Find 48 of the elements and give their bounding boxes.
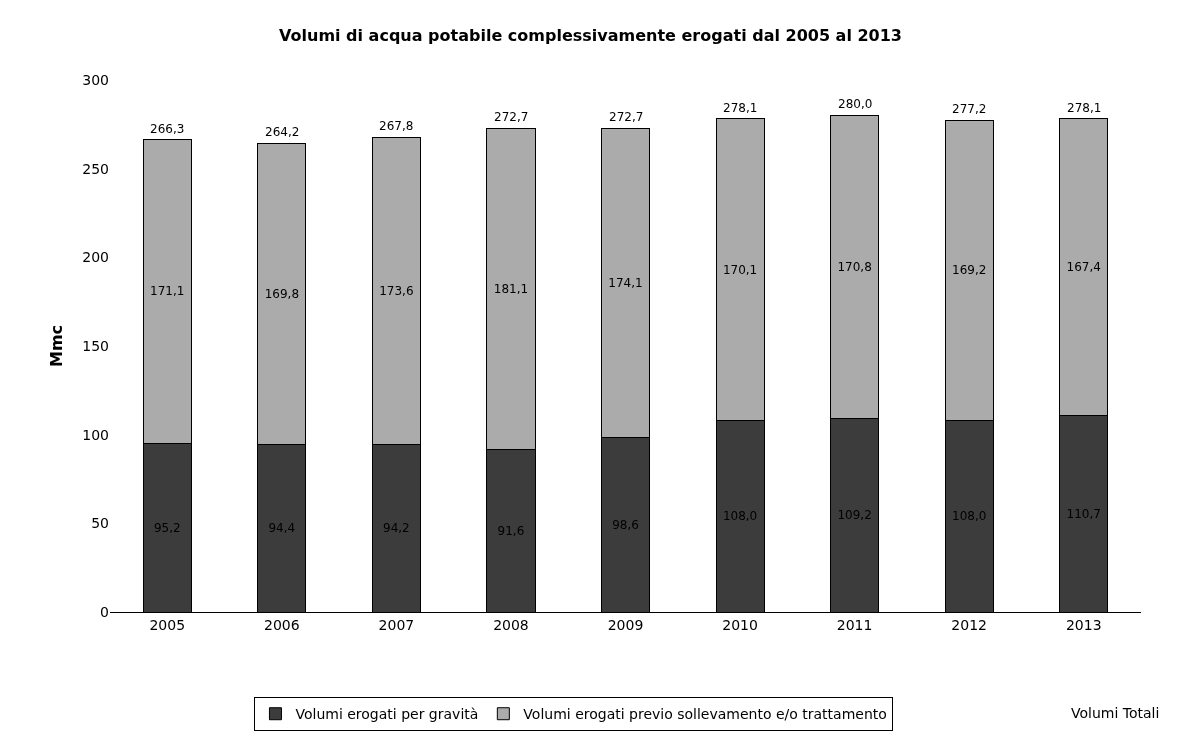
data-label: 174,1: [608, 275, 643, 290]
data-label: 94,2: [383, 521, 410, 536]
total-label: 280,0: [838, 97, 873, 111]
data-label: 110,7: [1066, 506, 1101, 521]
x-tick-label: 2007: [378, 616, 415, 633]
y-tick-label: 200: [82, 249, 109, 266]
x-tick-label: 2005: [149, 616, 186, 633]
data-label: 167,4: [1066, 260, 1101, 275]
total-label: 272,7: [609, 110, 644, 124]
x-tick-label: 2008: [493, 616, 529, 633]
y-tick-label: 250: [82, 160, 109, 177]
total-label: 278,1: [1067, 101, 1102, 115]
data-label: 94,4: [268, 521, 296, 536]
x-tick-label: 2011: [836, 616, 873, 633]
x-tick-label: 2006: [264, 616, 300, 633]
data-label: 108,0: [722, 509, 758, 524]
data-label: 181,1: [493, 281, 529, 296]
text: Volumi Totali: [1071, 705, 1160, 721]
y-tick-label: 300: [82, 71, 109, 88]
data-label: 98,6: [612, 517, 639, 532]
chart-title: Volumi di acqua potabile complessivamente erogati dal 2005 al 2013: [279, 25, 902, 45]
legend-label: Volumi erogati previo sollevamento e/o trattamento: [523, 706, 887, 723]
data-label: 108,0: [951, 509, 987, 524]
data-label: 169,8: [264, 287, 300, 302]
data-label: 170,8: [837, 259, 872, 274]
x-tick-label: 2010: [722, 616, 758, 633]
total-label: 267,8: [379, 119, 414, 133]
data-label: 171,1: [150, 284, 185, 299]
data-label: 173,6: [379, 284, 414, 299]
total-label: 266,3: [150, 122, 185, 136]
data-label: 95,2: [153, 520, 181, 535]
total-label: 272,7: [494, 110, 529, 124]
x-tick-label: 2012: [951, 616, 987, 633]
total-label: 277,2: [952, 102, 987, 116]
x-tick-label: 2013: [1065, 616, 1102, 633]
total-label: 278,1: [723, 101, 758, 115]
y-tick-label: 150: [82, 337, 109, 354]
y-tick-label: 0: [100, 603, 109, 620]
data-label: 169,2: [951, 263, 987, 278]
y-tick-label: 50: [91, 515, 109, 532]
data-label: 91,6: [497, 523, 525, 538]
x-tick-label: 2009: [607, 616, 644, 633]
legend-label: Volumi erogati per gravità: [295, 706, 479, 723]
data-label: 170,1: [722, 262, 758, 277]
y-axis-title: Mmc: [47, 324, 67, 368]
data-label: 109,2: [837, 508, 872, 523]
total-label: 264,2: [265, 125, 300, 139]
y-tick-label: 100: [82, 426, 109, 443]
